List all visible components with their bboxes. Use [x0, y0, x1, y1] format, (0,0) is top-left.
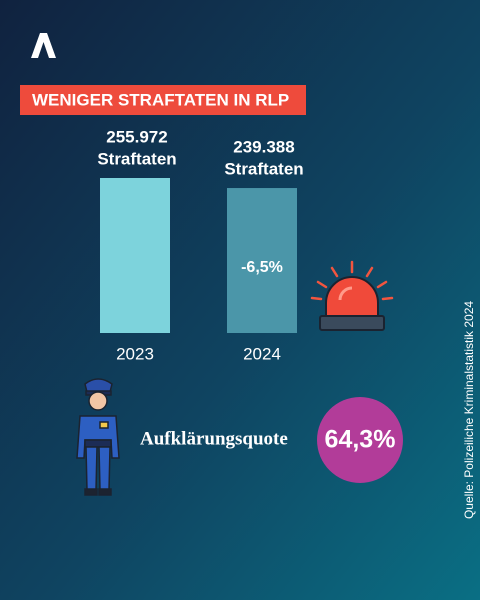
chart-title: WENIGER STRAFTATEN IN RLP — [32, 90, 289, 109]
clearance-value: 64,3% — [325, 426, 396, 454]
bar — [227, 188, 297, 333]
title-box — [20, 85, 306, 115]
source: Quelle: Polizeiliche Kriminalstatistik 2… — [462, 301, 476, 519]
unit-label: Straftaten — [97, 149, 176, 168]
value-label: 255.972 — [106, 127, 167, 146]
bar — [100, 178, 170, 333]
clearance-label: Aufklärungsquote — [140, 428, 288, 449]
value-label: 239.388 — [233, 138, 294, 157]
siren-icon — [310, 260, 394, 331]
police-icon — [76, 378, 120, 496]
unit-label: Straftaten — [224, 160, 303, 179]
x-tick-label: 2024 — [243, 344, 281, 363]
logo — [31, 33, 56, 58]
x-tick-label: 2023 — [116, 344, 154, 363]
change-annotation: -6,5% — [241, 259, 283, 276]
clearance-circle — [317, 397, 403, 483]
